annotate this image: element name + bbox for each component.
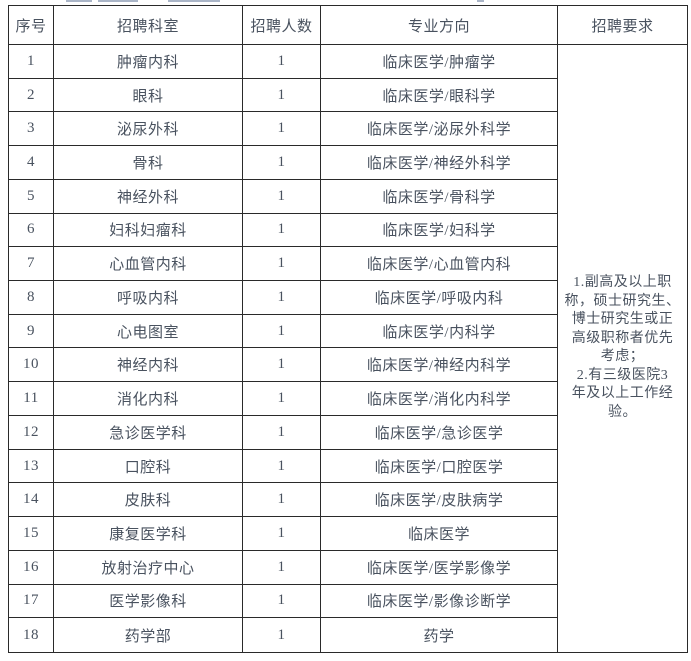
requirements-line: 年及以上工作经 — [571, 386, 674, 402]
requirements-line: 博士研究生或正 — [571, 312, 674, 328]
headcount-cell: 1 — [243, 78, 321, 113]
major-cell: 药学 — [321, 618, 558, 652]
major-cell: 临床医学/肿瘤学 — [321, 45, 558, 79]
headcount-cell: 1 — [243, 618, 321, 652]
headcount-cell: 1 — [243, 348, 321, 383]
serial-number-cell: 14 — [9, 483, 54, 518]
department-cell: 放射治疗中心 — [54, 550, 243, 585]
requirements-line: 验。 — [608, 404, 637, 420]
department-cell: 神经外科 — [54, 179, 243, 214]
major-cell: 临床医学/神经内科学 — [321, 348, 558, 383]
major-cell: 临床医学/口腔医学 — [321, 449, 558, 484]
headcount-cell: 1 — [243, 247, 321, 282]
headcount-cell: 1 — [243, 517, 321, 551]
serial-number-cell: 3 — [9, 112, 54, 147]
department-cell: 眼科 — [54, 78, 243, 113]
serial-number-cell: 10 — [9, 348, 54, 383]
headcount-cell: 1 — [243, 112, 321, 147]
major-cell: 临床医学/眼科学 — [321, 78, 558, 113]
major-cell: 临床医学/神经外科学 — [321, 146, 558, 180]
department-cell: 呼吸内科 — [54, 281, 243, 315]
department-cell: 口腔科 — [54, 449, 243, 484]
requirements-line: 2.有三级医院3 — [576, 367, 669, 383]
serial-number-cell: 2 — [9, 78, 54, 113]
header-headcount: 招聘人数 — [243, 6, 321, 45]
major-cell: 临床医学/妇科学 — [321, 213, 558, 248]
requirements-line: 高级职称者优先 — [571, 330, 674, 346]
header-major: 专业方向 — [321, 6, 558, 45]
major-cell: 临床医学/呼吸内科 — [321, 281, 558, 315]
major-cell: 临床医学/医学影像学 — [321, 550, 558, 585]
serial-number-cell: 4 — [9, 146, 54, 180]
department-cell: 妇科妇瘤科 — [54, 213, 243, 248]
department-cell: 骨科 — [54, 146, 243, 180]
major-cell: 临床医学/内科学 — [321, 314, 558, 349]
headcount-cell: 1 — [243, 550, 321, 585]
requirements-line: 1.副高及以上职 — [573, 275, 672, 291]
department-cell: 皮肤科 — [54, 483, 243, 518]
requirements-cell: 1.副高及以上职 称，硕士研究生、 博士研究生或正 高级职称者优先 考虑； 2.… — [558, 45, 687, 652]
headcount-cell: 1 — [243, 415, 321, 450]
headcount-cell: 1 — [243, 483, 321, 518]
artifact-mark — [477, 0, 484, 2]
header-requirements: 招聘要求 — [558, 6, 687, 45]
department-cell: 心电图室 — [54, 314, 243, 349]
headcount-cell: 1 — [243, 213, 321, 248]
headcount-cell: 1 — [243, 382, 321, 416]
department-cell: 肿瘤内科 — [54, 45, 243, 79]
serial-number-cell: 16 — [9, 550, 54, 585]
serial-number-cell: 9 — [9, 314, 54, 349]
major-cell: 临床医学/泌尿外科学 — [321, 112, 558, 147]
artifact-mark — [168, 0, 220, 2]
serial-number-cell: 7 — [9, 247, 54, 282]
serial-number-cell: 12 — [9, 415, 54, 450]
department-cell: 急诊医学科 — [54, 415, 243, 450]
serial-number-cell: 5 — [9, 179, 54, 214]
artifact-mark — [98, 0, 138, 2]
serial-number-cell: 17 — [9, 584, 54, 619]
major-cell: 临床医学/消化内科学 — [321, 382, 558, 416]
headcount-cell: 1 — [243, 146, 321, 180]
serial-number-cell: 13 — [9, 449, 54, 484]
header-department: 招聘科室 — [54, 6, 243, 45]
serial-number-cell: 11 — [9, 382, 54, 416]
headcount-cell: 1 — [243, 45, 321, 79]
requirements-line: 称，硕士研究生、 — [564, 293, 681, 309]
serial-number-cell: 1 — [9, 45, 54, 79]
major-cell: 临床医学/心血管内科 — [321, 247, 558, 282]
department-cell: 药学部 — [54, 618, 243, 652]
department-cell: 泌尿外科 — [54, 112, 243, 147]
headcount-cell: 1 — [243, 314, 321, 349]
major-cell: 临床医学/皮肤病学 — [321, 483, 558, 518]
department-cell: 心血管内科 — [54, 247, 243, 282]
department-cell: 康复医学科 — [54, 517, 243, 551]
department-cell: 神经内科 — [54, 348, 243, 383]
serial-number-cell: 8 — [9, 281, 54, 315]
major-cell: 临床医学/急诊医学 — [321, 415, 558, 450]
department-cell: 消化内科 — [54, 382, 243, 416]
recruitment-table: 序号 招聘科室 招聘人数 专业方向 招聘要求 1.副高及以上职 称，硕士研究生、… — [8, 5, 688, 653]
major-cell: 临床医学/骨科学 — [321, 179, 558, 214]
department-cell: 医学影像科 — [54, 584, 243, 619]
headcount-cell: 1 — [243, 449, 321, 484]
headcount-cell: 1 — [243, 584, 321, 619]
major-cell: 临床医学/影像诊断学 — [321, 584, 558, 619]
serial-number-cell: 18 — [9, 618, 54, 652]
artifact-mark — [66, 0, 92, 2]
requirements-line: 考虑； — [600, 349, 645, 365]
headcount-cell: 1 — [243, 281, 321, 315]
headcount-cell: 1 — [243, 179, 321, 214]
major-cell: 临床医学 — [321, 517, 558, 551]
header-serial-number: 序号 — [9, 6, 54, 45]
cropped-text-artifact — [0, 0, 691, 3]
serial-number-cell: 6 — [9, 213, 54, 248]
serial-number-cell: 15 — [9, 517, 54, 551]
